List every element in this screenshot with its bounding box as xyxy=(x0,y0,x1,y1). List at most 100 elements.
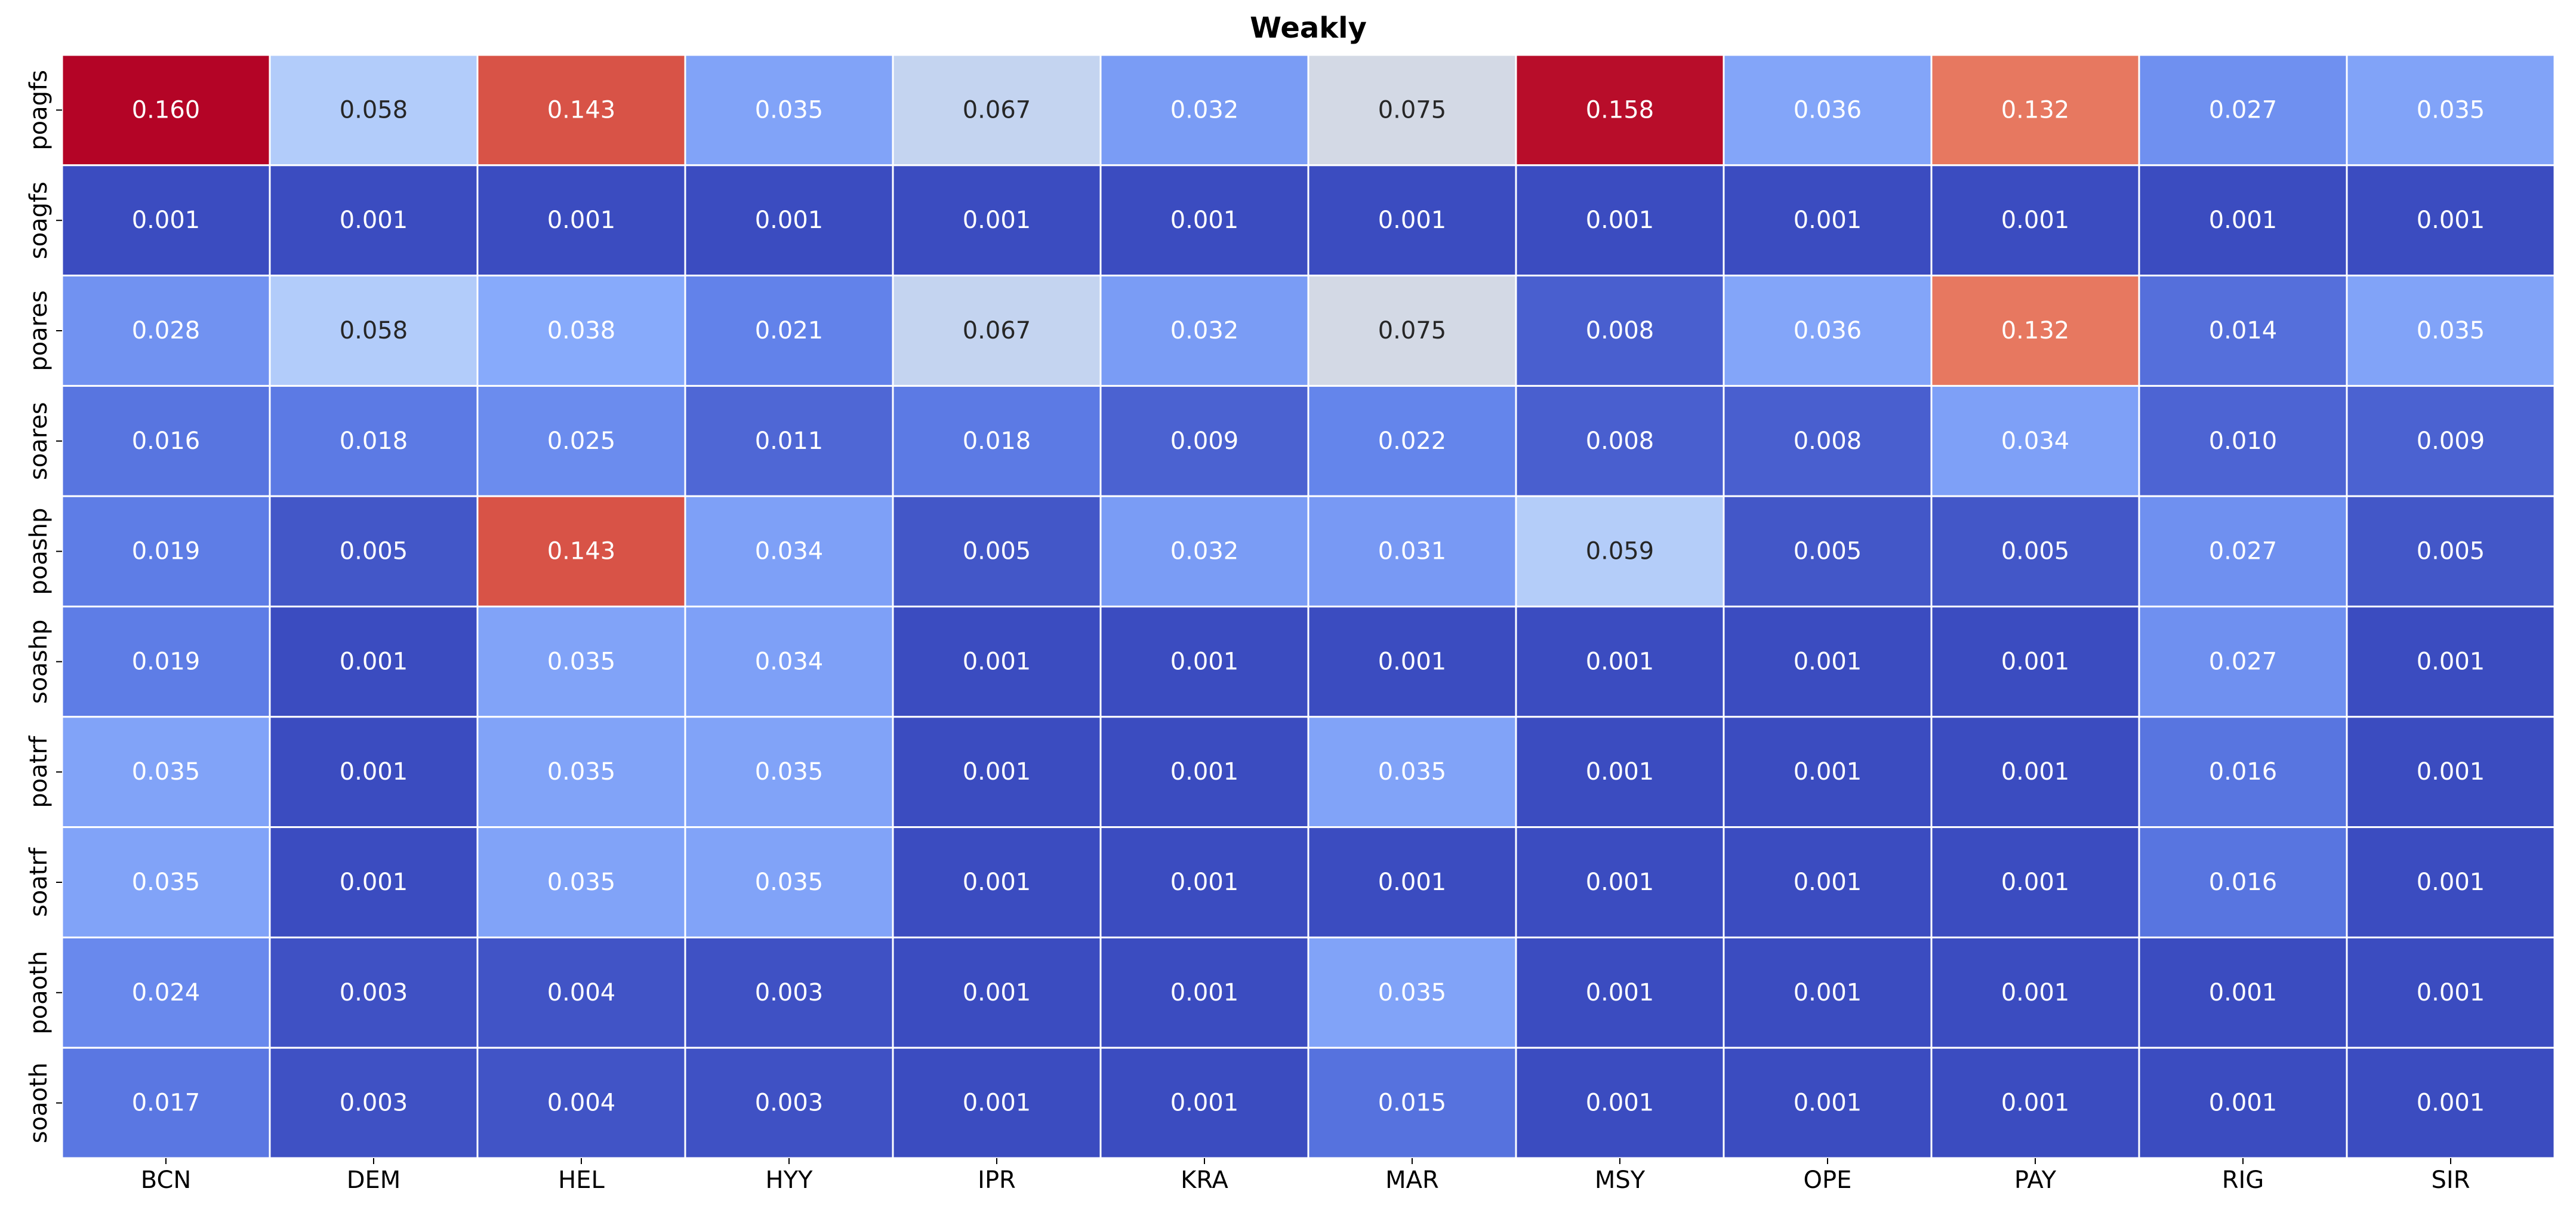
cell-value-label: 0.009 xyxy=(2417,427,2485,455)
cell-value-label: 0.032 xyxy=(1170,317,1239,344)
heatmap-cell xyxy=(269,716,479,829)
heatmap-cell xyxy=(1723,384,1933,497)
x-tick-label: PAY xyxy=(2014,1166,2057,1194)
cell-value-label: 0.001 xyxy=(2001,1089,2070,1117)
heatmap-cell xyxy=(2346,605,2556,718)
cell-value-label: 0.001 xyxy=(1586,648,1654,675)
heatmap-cell xyxy=(684,605,894,718)
cell-value-label: 0.003 xyxy=(755,1089,824,1117)
x-tick-label: DEM xyxy=(347,1166,401,1194)
cell-value-label: 0.001 xyxy=(963,207,1031,234)
cell-value-label: 0.008 xyxy=(1586,427,1654,455)
cell-value-label: 0.035 xyxy=(755,869,824,896)
heatmap-cell xyxy=(269,54,479,167)
heatmap-cell xyxy=(892,605,1102,718)
heatmap-cell xyxy=(269,275,479,387)
cell-value-label: 0.025 xyxy=(547,427,616,455)
heatmap-cell xyxy=(1515,936,1725,1049)
cell-value-label: 0.001 xyxy=(963,1089,1031,1117)
heatmap-cell xyxy=(684,495,894,608)
cell-value-label: 0.001 xyxy=(2417,207,2485,234)
cell-value-label: 0.001 xyxy=(1170,648,1239,675)
cell-value-label: 0.005 xyxy=(963,538,1031,565)
cell-value-label: 0.003 xyxy=(755,979,824,1006)
heatmap-cell xyxy=(2138,275,2348,387)
heatmap-cell xyxy=(1099,384,1309,497)
cell-value-label: 0.001 xyxy=(963,869,1031,896)
y-tick-label: soagfs xyxy=(25,181,53,259)
heatmap-cell xyxy=(2138,936,2348,1049)
heatmap-cell xyxy=(1930,384,2140,497)
y-tick-label: poatrf xyxy=(25,735,53,808)
cell-value-label: 0.016 xyxy=(132,427,201,455)
cell-value-label: 0.001 xyxy=(1794,648,1862,675)
cell-value-label: 0.005 xyxy=(1794,538,1862,565)
cell-value-label: 0.001 xyxy=(2001,648,2070,675)
cell-value-label: 0.035 xyxy=(2417,96,2485,124)
heatmap-cell xyxy=(1930,716,2140,829)
heatmap-cell xyxy=(1930,164,2140,277)
cell-value-label: 0.022 xyxy=(1378,427,1447,455)
y-axis-ticks: poagfs soagfs poares soares poashp soashp poat… xyxy=(25,70,62,1143)
cell-value-label: 0.001 xyxy=(1170,758,1239,786)
heatmap-cell xyxy=(1099,716,1309,829)
cell-value-label: 0.067 xyxy=(963,317,1031,344)
cell-value-label: 0.005 xyxy=(2001,538,2070,565)
cell-value-label: 0.004 xyxy=(547,979,616,1006)
cell-value-label: 0.001 xyxy=(2001,207,2070,234)
cell-value-label: 0.001 xyxy=(1170,207,1239,234)
heatmap-cell xyxy=(684,1046,894,1159)
cell-value-label: 0.001 xyxy=(963,979,1031,1006)
cell-value-label: 0.001 xyxy=(2001,758,2070,786)
heatmap-cell xyxy=(1099,164,1309,277)
heatmap-cell xyxy=(684,936,894,1049)
cell-value-label: 0.021 xyxy=(755,317,824,344)
cell-value-label: 0.036 xyxy=(1794,317,1862,344)
heatmap-cell xyxy=(1515,716,1725,829)
heatmap-cell xyxy=(1930,826,2140,938)
cell-value-label: 0.001 xyxy=(2209,207,2278,234)
y-tick-label: soares xyxy=(25,402,53,480)
x-tick-label: MAR xyxy=(1385,1166,1439,1194)
cell-value-label: 0.001 xyxy=(340,207,408,234)
cell-value-label: 0.001 xyxy=(1170,979,1239,1006)
cell-value-label: 0.001 xyxy=(1170,869,1239,896)
cell-value-label: 0.001 xyxy=(1794,979,1862,1006)
cell-value-label: 0.009 xyxy=(1170,427,1239,455)
cell-value-label: 0.058 xyxy=(340,317,408,344)
cell-value-label: 0.032 xyxy=(1170,96,1239,124)
cell-value-label: 0.027 xyxy=(2209,96,2278,124)
cell-value-label: 0.058 xyxy=(340,96,408,124)
x-tick-label: RIG xyxy=(2222,1166,2264,1194)
cell-value-label: 0.001 xyxy=(1586,979,1654,1006)
cell-value-label: 0.001 xyxy=(2417,979,2485,1006)
cell-value-label: 0.011 xyxy=(755,427,824,455)
cell-value-label: 0.001 xyxy=(1586,758,1654,786)
cell-value-label: 0.010 xyxy=(2209,427,2278,455)
heatmap-cell xyxy=(2138,164,2348,277)
heatmap-cell xyxy=(476,164,686,277)
cell-value-label: 0.016 xyxy=(2209,869,2278,896)
heatmap-cell xyxy=(476,826,686,938)
cell-value-label: 0.001 xyxy=(2001,869,2070,896)
heatmap-cell xyxy=(476,1046,686,1159)
heatmap-cell xyxy=(892,936,1102,1049)
heatmap-cell xyxy=(1515,826,1725,938)
cell-value-label: 0.001 xyxy=(2417,648,2485,675)
cell-value-label: 0.001 xyxy=(1378,648,1447,675)
heatmap-cell xyxy=(1723,164,1933,277)
cell-value-label: 0.019 xyxy=(132,538,201,565)
heatmap-cell xyxy=(1723,716,1933,829)
cell-value-label: 0.028 xyxy=(132,317,201,344)
heatmap-cell xyxy=(61,826,271,938)
x-tick-label: BCN xyxy=(141,1166,192,1194)
cell-value-label: 0.001 xyxy=(1378,869,1447,896)
heatmap-cell xyxy=(892,384,1102,497)
heatmap-cell xyxy=(892,1046,1102,1159)
heatmap-cell xyxy=(1723,826,1933,938)
x-tick-label: IPR xyxy=(978,1166,1016,1194)
cell-value-label: 0.001 xyxy=(340,869,408,896)
cell-value-label: 0.018 xyxy=(340,427,408,455)
cell-value-label: 0.035 xyxy=(755,96,824,124)
cell-value-label: 0.034 xyxy=(2001,427,2070,455)
